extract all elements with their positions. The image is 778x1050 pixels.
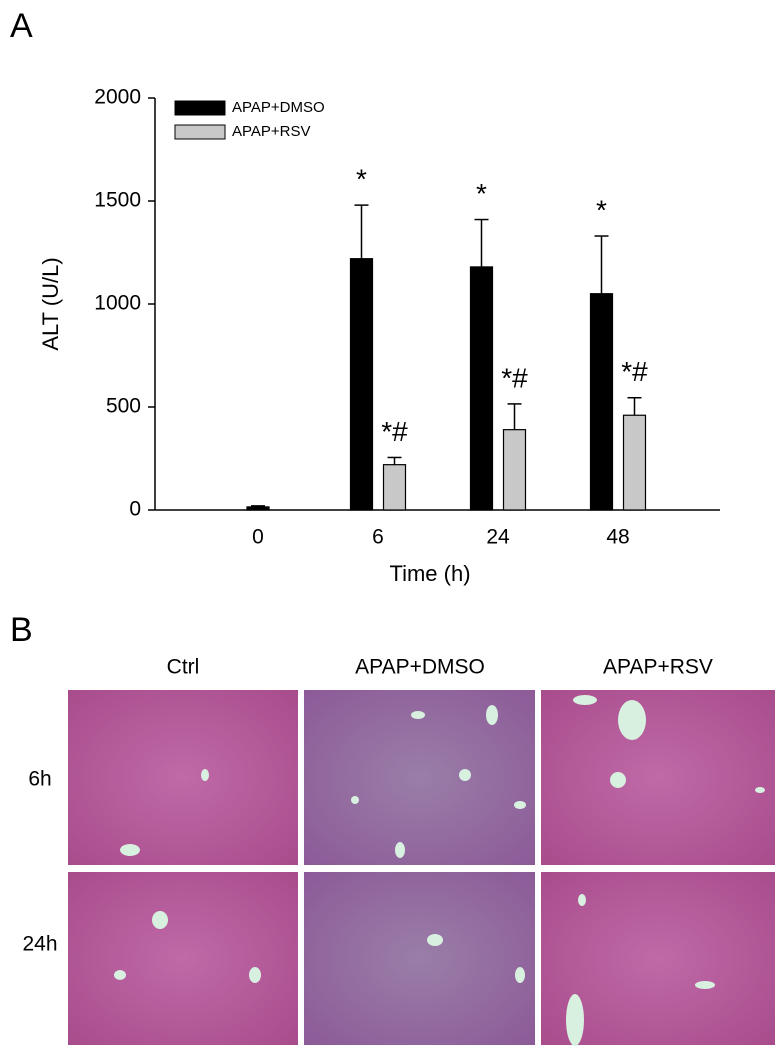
- y-tick-label: 2000: [94, 86, 141, 109]
- image-panel: [541, 690, 775, 865]
- annotation: *#: [381, 416, 408, 447]
- image-panel: [304, 872, 535, 1045]
- vessels: [114, 695, 765, 1046]
- annotation: *: [476, 178, 487, 209]
- bar-chart: 0 500 1000 1500 2000 ALT (U/L) Time (h) 0 6 * *# 24…: [38, 86, 720, 586]
- column-label: APAP+RSV: [603, 656, 713, 679]
- x-tick-label: 6: [372, 526, 384, 549]
- x-tick-label: 0: [252, 526, 264, 549]
- image-panel: [68, 872, 298, 1045]
- y-tick-label: 0: [129, 498, 141, 521]
- bar: [589, 293, 614, 511]
- row-label: 24h: [22, 933, 57, 956]
- legend-swatch: [174, 124, 226, 140]
- legend-swatch: [174, 100, 226, 116]
- annotation: *: [356, 164, 367, 195]
- y-tick-label: 1500: [94, 189, 141, 212]
- x-tick-label: 48: [606, 526, 629, 549]
- bar: [469, 266, 494, 511]
- histology-grid: [68, 690, 775, 1046]
- panel-label: B: [10, 611, 33, 649]
- legend-label: APAP+DMSO: [232, 99, 325, 116]
- x-tick-label: 24: [486, 526, 510, 549]
- bar: [622, 414, 647, 511]
- legend-label: APAP+RSV: [232, 123, 311, 140]
- row-label: 6h: [28, 768, 51, 791]
- annotation: *: [596, 194, 607, 225]
- image-panel: [68, 690, 298, 865]
- annotation: *#: [621, 356, 648, 387]
- annotation: *#: [501, 362, 528, 393]
- bar: [502, 429, 527, 511]
- column-label: APAP+DMSO: [355, 656, 485, 679]
- bar: [349, 258, 374, 511]
- panel-label: A: [10, 7, 33, 45]
- x-axis-title: Time (h): [389, 561, 470, 586]
- bar: [246, 506, 270, 511]
- column-label: Ctrl: [167, 656, 200, 679]
- y-tick-label: 1000: [94, 292, 141, 315]
- y-tick-label: 500: [106, 395, 141, 418]
- y-axis-title: ALT (U/L): [38, 257, 63, 350]
- bar: [382, 464, 407, 511]
